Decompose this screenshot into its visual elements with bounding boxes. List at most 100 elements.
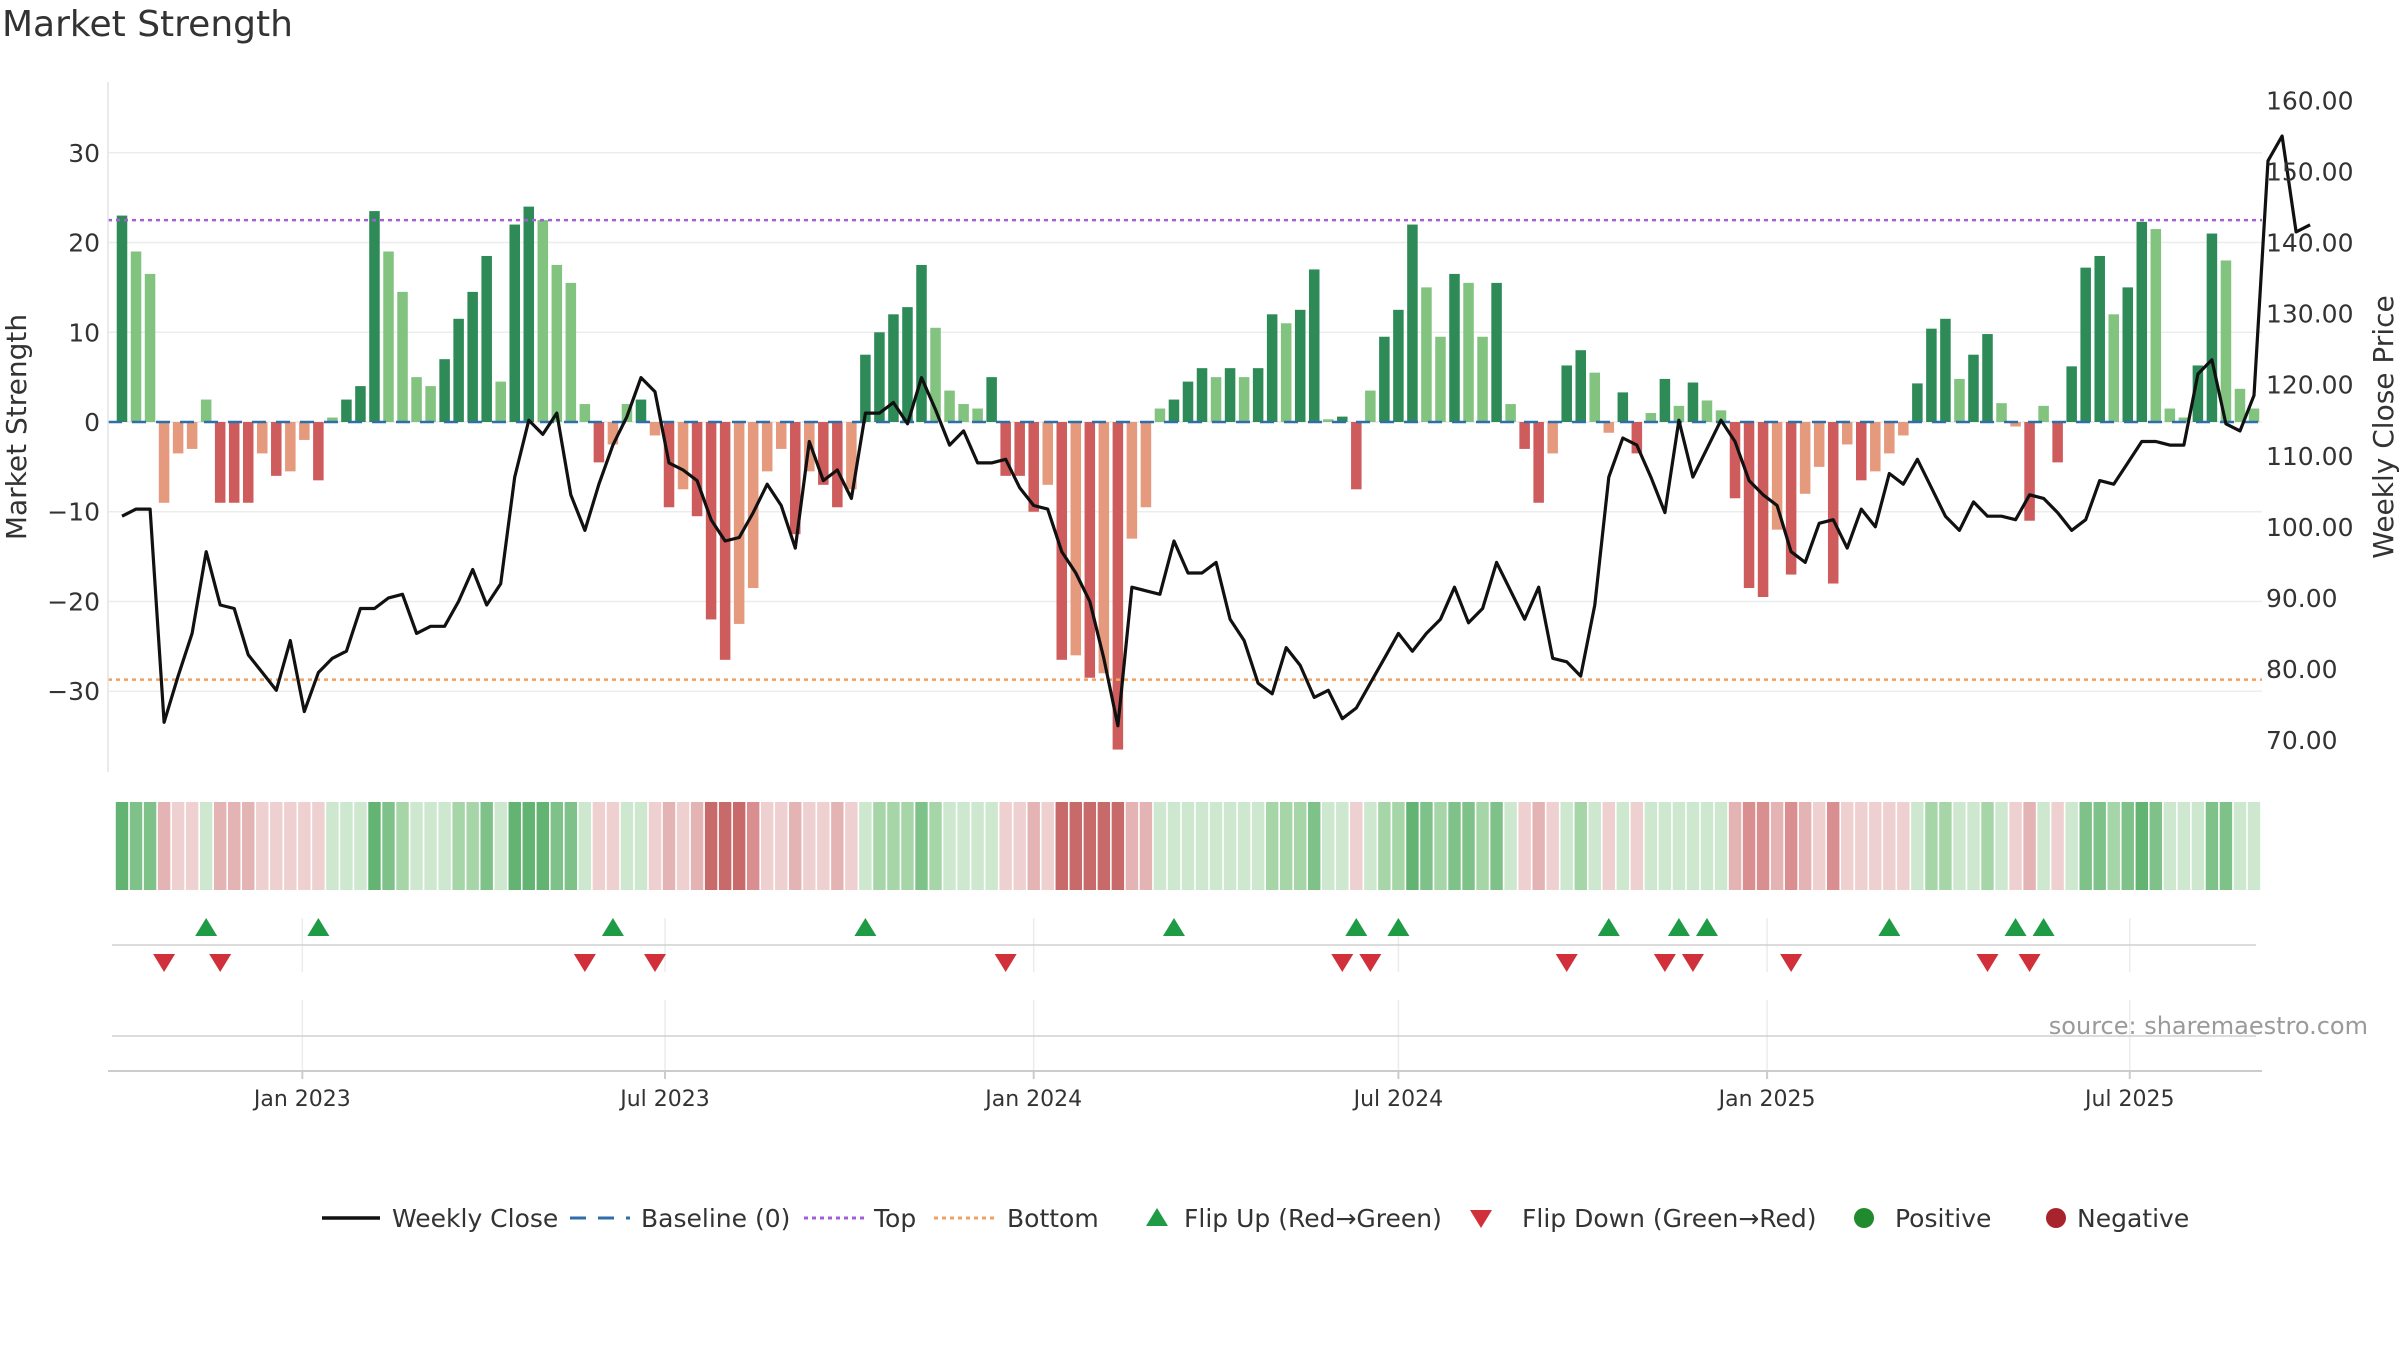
heat-cell: [1686, 802, 1700, 890]
heat-cell: [1812, 802, 1826, 890]
strength-bar: [1645, 413, 1657, 422]
y-tick-label-right: 80.00: [2266, 655, 2338, 684]
heat-cell: [1728, 802, 1742, 890]
strength-bar: [1505, 404, 1516, 422]
heat-cell: [971, 802, 984, 890]
strength-bar: [860, 354, 871, 422]
heat-cell: [873, 802, 886, 890]
strength-bar: [271, 422, 282, 476]
heat-cell: [1083, 802, 1097, 890]
strength-bar: [228, 422, 240, 503]
heat-cell: [1209, 802, 1223, 890]
strength-bar: [1365, 390, 1376, 422]
legend-label: Bottom: [1007, 1204, 1099, 1233]
legend-label: Top: [873, 1204, 916, 1233]
heat-cell: [1111, 802, 1125, 890]
strength-bar: [2178, 417, 2190, 422]
strength-bar: [1491, 282, 1502, 422]
heat-cell: [1448, 802, 1461, 890]
strength-bar: [2094, 255, 2105, 422]
flip-up-marker: [2032, 918, 2055, 936]
heat-cell: [284, 802, 297, 890]
flip-up-marker: [601, 918, 624, 936]
strength-bar: [1154, 408, 1166, 422]
strength-bar: [1168, 399, 1180, 422]
strength-bar: [1407, 224, 1418, 422]
flip-markers: [153, 918, 2055, 972]
strength-bar: [425, 386, 436, 422]
strength-bar: [1098, 422, 1110, 674]
strength-bar: [958, 404, 969, 422]
strength-bar: [1687, 382, 1699, 422]
flip-down-marker: [1359, 954, 1382, 972]
flip-down-marker: [1555, 954, 1578, 972]
strength-bar: [1140, 422, 1152, 508]
strength-bar: [1757, 422, 1769, 597]
heat-cell: [2093, 802, 2106, 890]
source-label: source: sharemaestro.com: [2049, 1012, 2368, 1040]
strength-bar: [537, 220, 549, 422]
strength-bar: [2052, 422, 2063, 463]
strength-bar: [1224, 368, 1236, 422]
heat-cell: [1841, 802, 1854, 890]
strength-bar: [1701, 400, 1713, 422]
heat-cell: [326, 802, 339, 890]
heat-cell: [1420, 802, 1433, 890]
strength-bar: [116, 215, 128, 422]
heat-cell: [1798, 802, 1812, 890]
flip-down-marker: [1331, 954, 1354, 972]
y-tick-label-left: 20: [68, 229, 100, 258]
strength-bar: [1196, 368, 1208, 422]
y-tick-label-right: 110.00: [2266, 442, 2353, 471]
strength-bar: [1575, 350, 1586, 422]
strength-bar: [1659, 378, 1671, 422]
strength-bar: [369, 211, 380, 422]
strength-bar: [1631, 422, 1643, 454]
y-tick-label-right: 120.00: [2266, 371, 2353, 400]
strength-bar: [2164, 408, 2176, 422]
heat-cell: [1602, 802, 1616, 890]
strength-bar: [635, 399, 647, 422]
heat-cell: [1658, 802, 1672, 890]
heat-cell: [2233, 802, 2247, 890]
heat-cell: [1616, 802, 1630, 890]
heat-cell: [789, 802, 802, 890]
strength-bar: [1182, 381, 1194, 422]
heat-cell: [1939, 802, 1952, 890]
y-tick-label-left: −10: [47, 498, 100, 527]
flip-up-marker: [1162, 918, 1185, 936]
strength-bar: [1968, 354, 1979, 422]
strength-bar: [1673, 405, 1685, 422]
heat-cell: [676, 802, 690, 890]
legend-swatch-dot: [1854, 1208, 1874, 1228]
strength-bar: [327, 417, 338, 422]
flip-down-marker: [1780, 954, 1803, 972]
heat-cell: [1504, 802, 1517, 890]
heat-cell: [508, 802, 521, 890]
strength-bar: [2192, 365, 2204, 422]
heat-cell: [129, 802, 143, 890]
flip-down-marker: [1653, 954, 1676, 972]
legend-label: Positive: [1895, 1204, 1991, 1233]
heat-cell: [1644, 802, 1658, 890]
heat-cell: [1532, 802, 1545, 890]
heat-cell: [1784, 802, 1798, 890]
strength-bar: [186, 422, 198, 449]
strength-bar: [775, 422, 787, 449]
strength-bar: [2220, 260, 2232, 422]
y-tick-label-right: 90.00: [2266, 584, 2338, 613]
heat-cell: [1041, 802, 1054, 890]
heat-cell: [157, 802, 171, 890]
heat-cell: [1055, 802, 1068, 890]
strength-bar: [1771, 422, 1783, 530]
strength-bar: [1940, 318, 1951, 422]
heat-cell: [1953, 802, 1966, 890]
heat-cell: [452, 802, 465, 890]
price-line-layer: [121, 134, 2311, 728]
heat-cell: [845, 802, 858, 890]
y-tick-label-right: 130.00: [2266, 300, 2353, 329]
strength-bar: [1884, 422, 1895, 454]
strength-bar: [916, 264, 927, 422]
strength-bar: [1799, 422, 1811, 494]
legend-label: Flip Down (Green→Red): [1522, 1204, 1817, 1233]
